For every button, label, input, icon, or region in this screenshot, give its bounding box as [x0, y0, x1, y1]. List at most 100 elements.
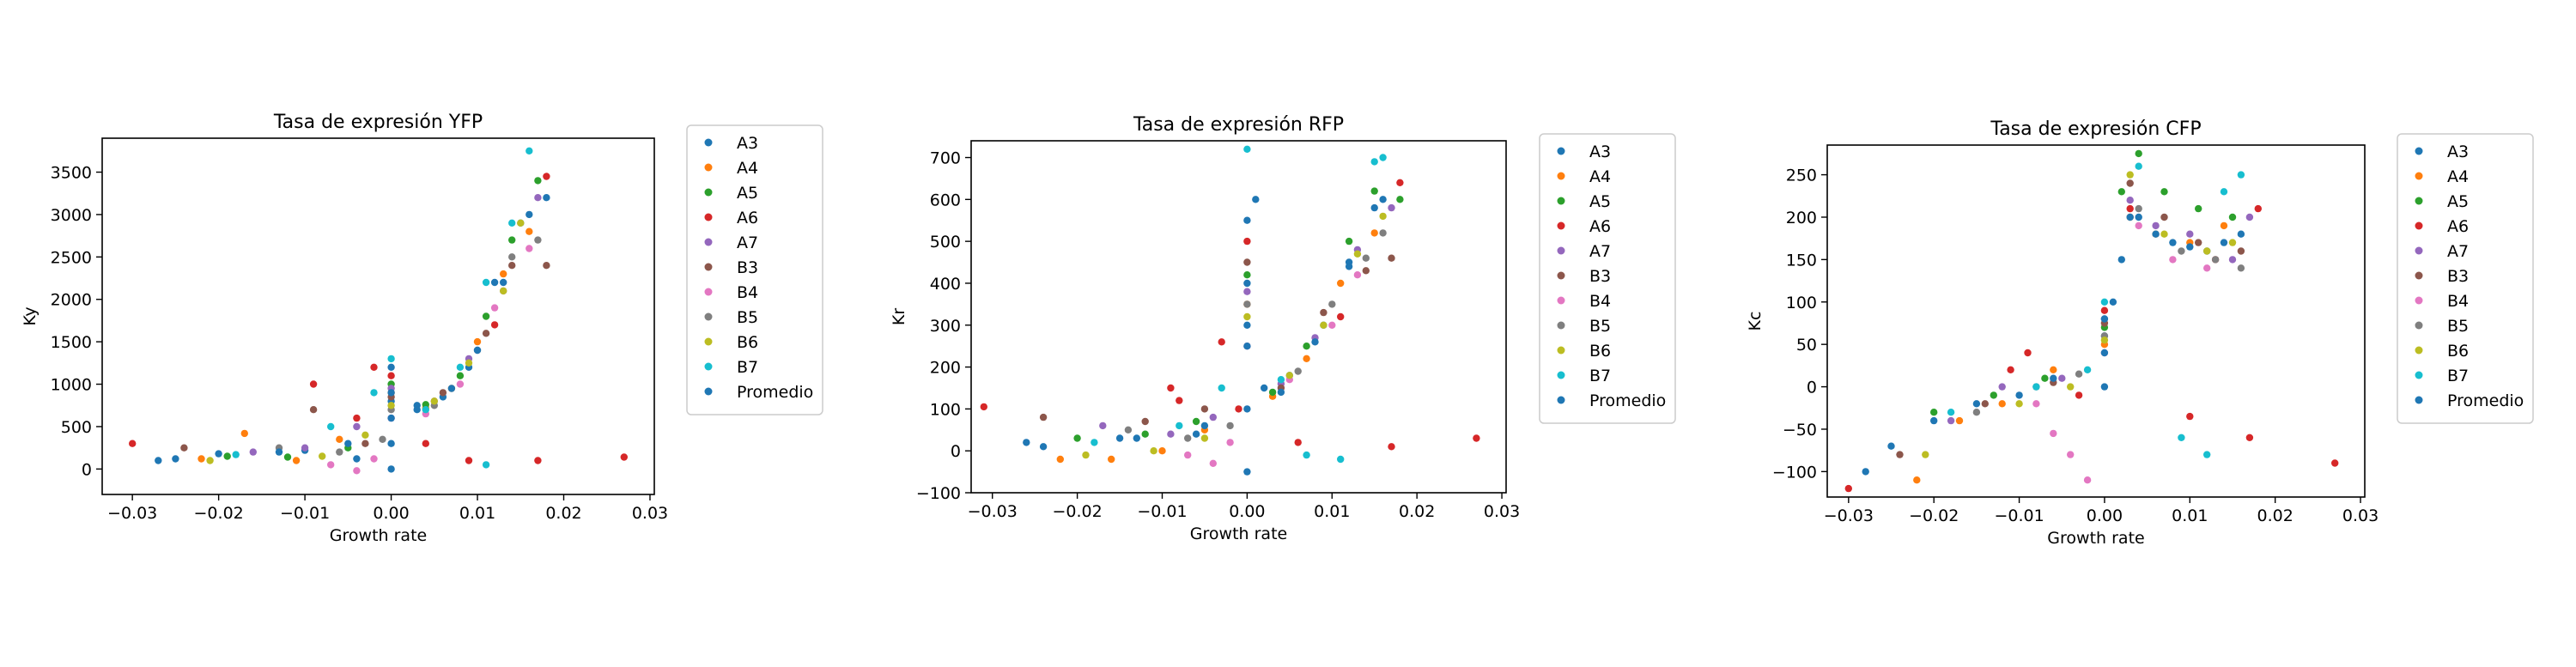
data-point	[215, 450, 222, 458]
legend: A3 A4 A5 A6 A7 B3 B4 B5 B6 B7 Promedio	[2397, 133, 2534, 424]
legend-label: B3	[737, 258, 758, 277]
data-point	[1261, 384, 1268, 392]
data-point	[1473, 434, 1480, 442]
data-point	[508, 219, 516, 227]
data-point	[2015, 400, 2023, 408]
legend-label: A4	[737, 159, 758, 178]
data-point	[2109, 298, 2117, 306]
data-point	[1379, 212, 1387, 221]
data-point	[1353, 271, 1362, 279]
data-point	[2195, 239, 2202, 246]
data-point	[387, 465, 395, 473]
series-b5	[1972, 204, 2245, 416]
legend: A3 A4 A5 A6 A7 B3 B4 B5 B6 B7 Promedio	[1539, 133, 1676, 424]
legend-marker	[1557, 346, 1565, 355]
legend-marker	[1557, 296, 1565, 305]
data-point	[1947, 409, 1955, 416]
data-point	[301, 444, 309, 452]
data-point	[2126, 179, 2134, 187]
legend-frame	[2397, 133, 2534, 424]
y-tick-label: 2000	[51, 291, 92, 310]
data-point	[2135, 221, 2142, 230]
data-point	[2135, 162, 2142, 170]
data-point	[1998, 383, 2006, 391]
data-point	[155, 457, 162, 464]
data-point	[1353, 250, 1362, 258]
legend-marker	[704, 312, 713, 321]
data-point	[1039, 443, 1048, 451]
legend-marker	[1557, 246, 1565, 255]
legend-label: Promedio	[2447, 391, 2524, 410]
legend-label: A6	[2447, 217, 2469, 236]
data-point	[1218, 338, 1225, 346]
data-point	[2211, 256, 2220, 264]
data-point	[534, 177, 542, 185]
data-point	[2237, 264, 2245, 272]
x-tick-label: −0.01	[1994, 506, 2044, 525]
data-point	[456, 380, 465, 388]
data-point	[1930, 416, 1938, 425]
data-point	[292, 457, 301, 464]
data-point	[2083, 366, 2092, 373]
x-tick-label: 0.00	[1229, 502, 1265, 521]
legend-label: B6	[1589, 342, 1611, 361]
data-point	[1243, 288, 1251, 295]
data-point	[2203, 264, 2211, 272]
data-point	[500, 287, 507, 295]
data-point	[370, 363, 378, 371]
legend-marker	[1557, 321, 1565, 330]
data-point	[2117, 188, 2125, 196]
legend-label: B6	[2447, 342, 2469, 361]
data-point	[2220, 221, 2228, 230]
data-point	[2075, 370, 2083, 378]
data-point	[370, 389, 378, 397]
data-point	[1370, 158, 1378, 166]
data-point	[1192, 430, 1200, 438]
data-point	[1972, 400, 1981, 408]
data-point	[336, 448, 343, 456]
legend-marker	[1557, 271, 1565, 280]
data-point	[2245, 213, 2254, 221]
series-a4	[1056, 229, 1378, 464]
legend-marker	[2415, 396, 2423, 404]
legend-marker	[2415, 371, 2423, 379]
data-point	[1396, 196, 1404, 203]
data-point	[482, 330, 490, 337]
legend-label: A4	[1589, 167, 1611, 186]
data-point	[387, 440, 395, 447]
data-point	[1981, 400, 1989, 408]
data-point	[240, 429, 248, 438]
data-point	[387, 389, 395, 397]
y-tick-label: −100	[916, 484, 961, 503]
axes-frame	[101, 137, 655, 495]
y-tick-label: −50	[1783, 421, 1817, 440]
series-b7	[1947, 162, 2245, 458]
axes-frame	[970, 140, 1507, 494]
data-point	[2126, 204, 2134, 213]
data-point	[2100, 383, 2109, 391]
data-point	[2195, 204, 2202, 213]
data-point	[1862, 468, 1869, 476]
data-point	[1913, 476, 1921, 484]
legend-frame	[686, 124, 823, 415]
legend-marker	[1557, 371, 1565, 379]
data-point	[2024, 349, 2032, 357]
y-tick-label: 0	[951, 442, 961, 461]
data-point	[534, 457, 542, 464]
axes-frame	[1826, 144, 2366, 498]
x-axis-label: Growth rate	[330, 526, 427, 545]
data-point	[1243, 343, 1251, 350]
data-point	[353, 467, 361, 475]
legend-label: A7	[1589, 242, 1611, 261]
x-tick-label: −0.02	[194, 504, 244, 523]
legend-label: B5	[1589, 317, 1611, 336]
chart-title: Tasa de expresión CFP	[1990, 118, 2201, 140]
chart-panel-1: Tasa de expresión YFP −0.03 −0.02 −0.01 0.00…	[21, 112, 823, 545]
data-point	[1285, 372, 1294, 379]
data-point	[1388, 254, 1395, 262]
data-point	[387, 372, 395, 379]
legend-label: B6	[737, 333, 758, 352]
x-tick-label: −0.03	[107, 504, 157, 523]
data-point	[2067, 451, 2075, 458]
data-point	[1379, 229, 1387, 237]
